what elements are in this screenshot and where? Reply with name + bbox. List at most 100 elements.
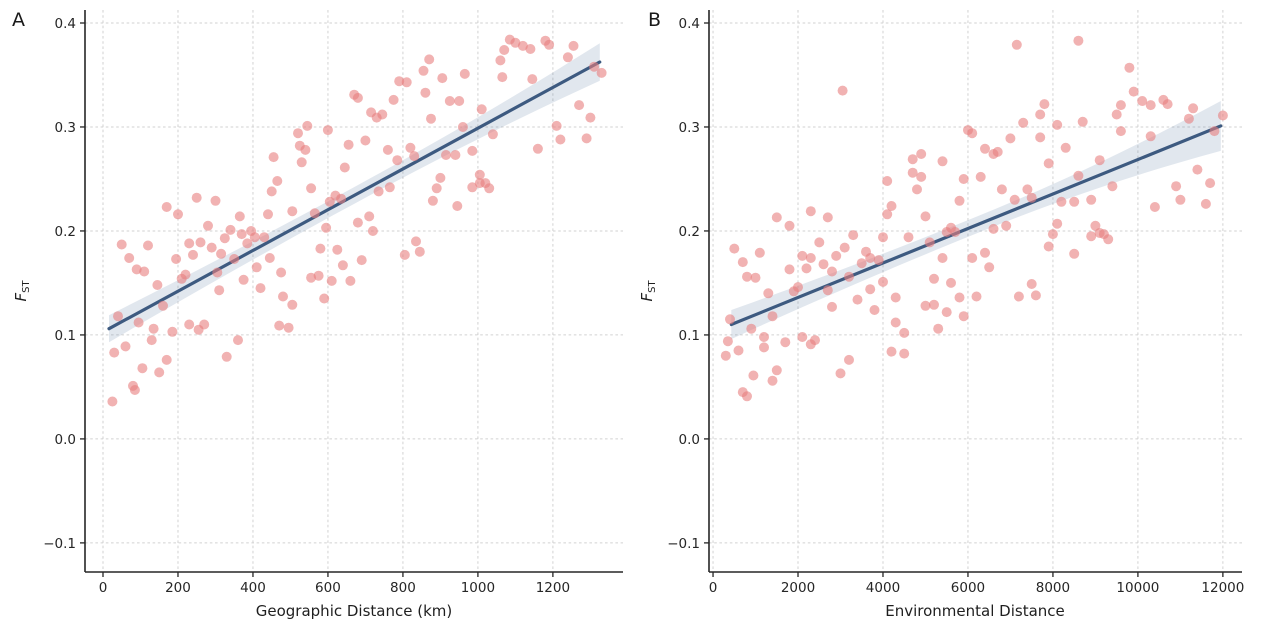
scatter-point: [941, 307, 952, 318]
scatter-point: [750, 272, 761, 283]
panel-b-scatter-plot: 0 2000 4000 6000 8000 10000 12000 0.4 0.3 0.2 0.1 0…: [638, 9, 1244, 620]
scatter-point: [487, 129, 498, 140]
y-tick-label: −0.1: [667, 536, 700, 552]
x-tick-label: 4000: [866, 580, 900, 596]
scatter-point: [450, 150, 461, 160]
scatter-point: [306, 272, 317, 283]
y-tick-label: 0.4: [55, 16, 76, 32]
scatter-point: [865, 253, 876, 263]
scatter-point: [1090, 220, 1101, 231]
scatter-point: [306, 183, 317, 194]
scatter-point: [431, 183, 442, 194]
scatter-point: [497, 72, 508, 83]
scatter-point: [264, 253, 275, 263]
scatter-point: [988, 149, 999, 159]
scatter-point: [133, 317, 144, 328]
scatter-point: [326, 275, 337, 286]
panel-b-plot-area: 0 2000 4000 6000 8000 10000 12000 0.4 0.3 0.2 0.1 0…: [667, 10, 1244, 596]
scatter-point: [420, 87, 431, 98]
scatter-point: [555, 134, 566, 145]
scatter-point: [886, 201, 897, 211]
scatter-point: [1073, 170, 1084, 181]
scatter-point: [349, 89, 360, 100]
scatter-point: [1094, 228, 1105, 238]
scatter-point: [1022, 184, 1033, 195]
scatter-point: [1035, 132, 1046, 143]
scatter-point: [1001, 220, 1012, 231]
panel-a-x-axis-title: Geographic Distance (km): [256, 602, 452, 620]
scatter-point: [1039, 99, 1050, 110]
x-tick-label: 2000: [781, 580, 815, 596]
panel-b-y-axis-title: FST: [638, 280, 658, 302]
scatter-point: [184, 319, 195, 330]
scatter-point: [315, 243, 326, 254]
scatter-point: [345, 275, 356, 286]
scatter-point: [278, 291, 288, 302]
scatter-point: [495, 55, 506, 66]
scatter-point: [903, 232, 914, 243]
scatter-point: [1192, 164, 1203, 175]
scatter-point: [444, 96, 455, 106]
y-tick-label: 0.2: [55, 224, 76, 240]
scatter-point: [212, 267, 223, 278]
scatter-point: [975, 171, 986, 182]
scatter-point: [139, 266, 150, 277]
scatter-point: [837, 85, 848, 96]
scatter-point: [426, 113, 436, 124]
scatter-point: [1043, 241, 1054, 252]
scatter-point: [161, 354, 172, 365]
scatter-point: [767, 375, 778, 386]
scatter-point: [827, 301, 837, 312]
scatter-point: [967, 253, 978, 263]
scatter-point: [916, 171, 927, 182]
scatter-point: [152, 280, 163, 290]
scatter-point: [722, 336, 733, 347]
scatter-point: [206, 242, 217, 253]
scatter-point: [1094, 155, 1105, 166]
scatter-point: [221, 351, 232, 362]
scatter-point: [272, 176, 283, 186]
scatter-point: [963, 125, 973, 136]
scatter-point: [467, 145, 478, 156]
scatter-point: [532, 143, 543, 154]
scatter-point: [771, 365, 782, 376]
scatter-point: [1047, 229, 1058, 240]
scatter-point: [729, 243, 740, 254]
scatter-point: [988, 223, 999, 234]
scatter-point: [1086, 194, 1097, 205]
scatter-point: [161, 202, 172, 212]
scatter-point: [484, 183, 495, 194]
scatter-point: [287, 206, 298, 217]
scatter-point: [1171, 181, 1182, 192]
scatter-point: [562, 52, 573, 63]
scatter-point: [916, 149, 927, 159]
scatter-point: [882, 176, 893, 186]
scatter-point: [865, 284, 876, 295]
scatter-point: [367, 226, 378, 236]
scatter-point: [929, 299, 939, 310]
scatter-point: [137, 363, 148, 374]
scatter-point: [268, 152, 279, 163]
scatter-point: [216, 248, 227, 259]
panel-b-label: B: [648, 9, 661, 31]
scatter-point: [1175, 194, 1186, 205]
scatter-point: [873, 255, 884, 266]
x-tick-label: 0: [99, 580, 108, 596]
scatter-point: [392, 155, 403, 166]
scatter-point: [742, 271, 752, 282]
scatter-point: [784, 264, 795, 275]
scatter-point: [886, 346, 897, 357]
scatter-point: [1111, 109, 1122, 120]
x-tick-label: 10000: [1116, 580, 1159, 596]
scatter-point: [437, 73, 448, 84]
scatter-point: [388, 94, 399, 105]
scatter-point: [797, 250, 808, 261]
scatter-point: [1069, 196, 1080, 207]
scatter-point: [1005, 133, 1016, 144]
scatter-point: [474, 169, 485, 180]
scatter-point: [476, 104, 487, 115]
scatter-point: [1145, 100, 1156, 111]
scatter-point: [822, 285, 833, 296]
scatter-point: [937, 253, 948, 263]
scatter-point: [242, 238, 253, 249]
